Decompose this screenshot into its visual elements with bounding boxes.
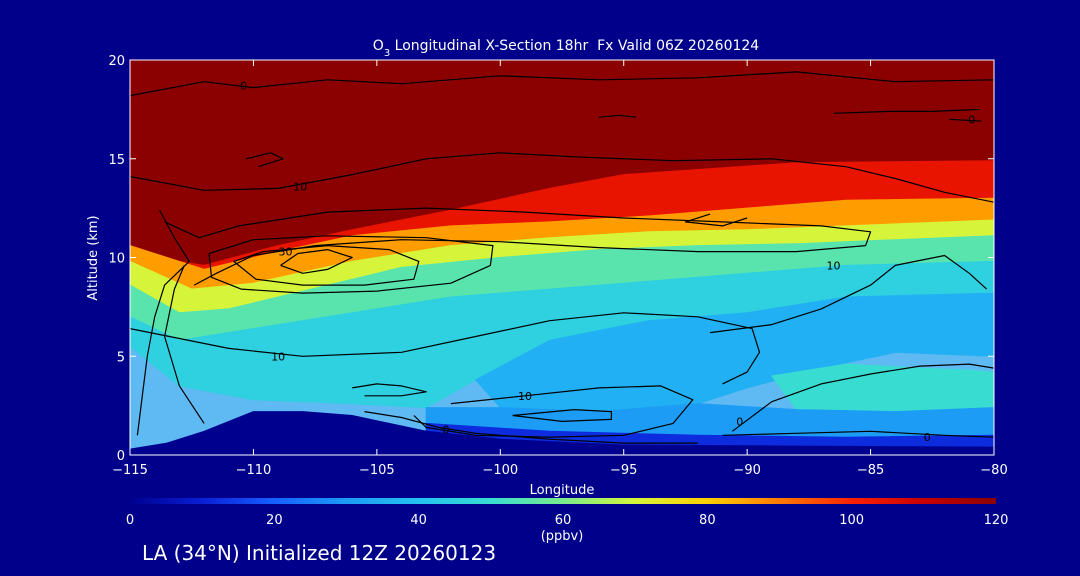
y-axis: 0 5 10 15 20 <box>108 54 994 464</box>
x-tick-label: −85 <box>857 463 884 478</box>
x-axis: −115 −110 −105 −100 −95 −90 −85 −80 <box>112 60 1008 478</box>
x-tick-label: −80 <box>980 463 1007 478</box>
contour-label: 10 <box>271 350 285 363</box>
chart-title: O3 Longitudinal X-Section 18hr Fx Valid … <box>373 38 759 59</box>
contour-line-5 <box>233 245 420 286</box>
contour-line-19 <box>833 108 980 114</box>
contour-line-9 <box>413 385 694 438</box>
x-tick-label: −95 <box>610 463 637 478</box>
y-axis-label: Altitude (km) <box>86 215 101 300</box>
contour-line-11 <box>731 363 994 432</box>
contour-label: 0 <box>443 423 450 436</box>
colorbar-tick-label: 80 <box>699 513 716 528</box>
contour-label: 0 <box>240 80 247 93</box>
contour-label: 0 <box>736 415 743 428</box>
contour-lines: 0 10 30 10 10 10 0 0 0 0 <box>130 71 994 444</box>
contour-line-2 <box>130 152 994 203</box>
y-tick-label: 10 <box>108 252 125 267</box>
contour-line-21 <box>598 114 637 118</box>
y-tick-label: 15 <box>108 153 125 168</box>
contour-label: 10 <box>293 180 307 193</box>
contour-label: 0 <box>924 431 931 444</box>
contour-line-18 <box>245 152 284 168</box>
field-terrain <box>130 411 994 455</box>
contour-line-7 <box>130 312 761 385</box>
contour-line-10 <box>512 409 612 422</box>
colorbar-ticks: 0 20 40 60 80 100 120 <box>126 513 1009 528</box>
contour-line-4 <box>208 235 494 294</box>
x-tick-label: −115 <box>112 463 148 478</box>
contour-line-3 <box>164 207 872 286</box>
field-low-pocket-east <box>771 363 994 413</box>
field-mid-troposphere-west <box>130 260 994 409</box>
contour-line-1 <box>130 71 994 97</box>
initialization-label: LA (34°N) Initialized 12Z 20260123 <box>142 541 497 565</box>
contour-label: 30 <box>279 246 293 259</box>
colorbar <box>130 498 996 504</box>
contour-line-6 <box>280 249 353 274</box>
contour-line-17 <box>684 213 748 227</box>
colorbar-tick-label: 120 <box>984 513 1009 528</box>
colorbar-tick-label: 40 <box>410 513 427 528</box>
x-tick-label: −105 <box>359 463 395 478</box>
x-tick-label: −110 <box>236 463 272 478</box>
contour-line-13 <box>364 411 698 444</box>
colorbar-units: (ppbv) <box>541 529 584 544</box>
colorbar-tick-label: 20 <box>266 513 283 528</box>
contour-line-15 <box>136 209 190 436</box>
contour-line-8 <box>710 254 988 334</box>
x-tick-label: −100 <box>482 463 518 478</box>
contour-line-12 <box>722 430 994 438</box>
contour-line-14 <box>352 383 427 397</box>
x-axis-label: Longitude <box>530 483 595 498</box>
contour-label: 0 <box>968 113 975 126</box>
contour-line-16 <box>164 265 205 424</box>
ozone-field <box>130 60 994 455</box>
colorbar-tick-label: 100 <box>839 513 864 528</box>
colorbar-tick-label: 0 <box>126 513 134 528</box>
colorbar-tick-label: 60 <box>555 513 572 528</box>
contour-label: 10 <box>827 259 841 272</box>
x-tick-label: −90 <box>733 463 760 478</box>
y-tick-label: 20 <box>108 54 125 69</box>
y-tick-label: 5 <box>117 350 125 365</box>
contour-line-20 <box>949 118 982 122</box>
contour-label: 10 <box>518 390 532 403</box>
y-tick-label: 0 <box>117 449 125 464</box>
